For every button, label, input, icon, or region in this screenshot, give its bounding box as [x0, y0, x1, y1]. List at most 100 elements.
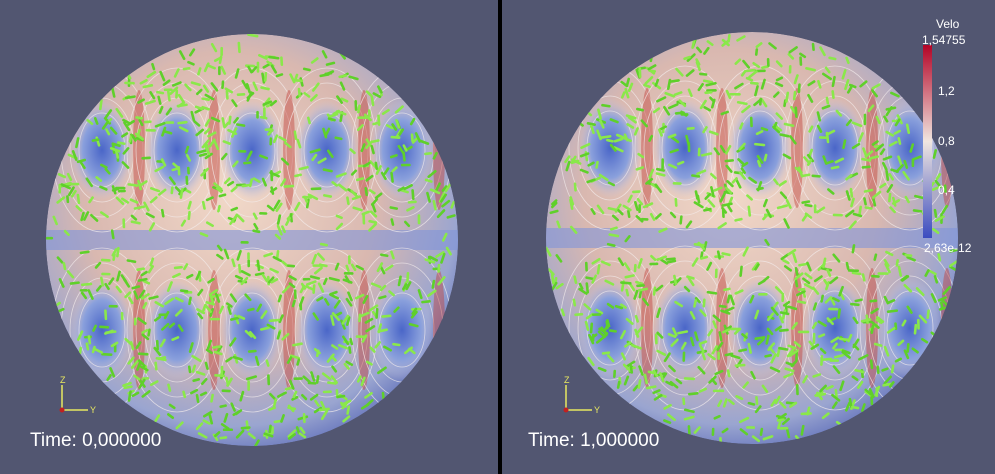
glyph-arrow — [813, 44, 814, 50]
glyph-arrow — [823, 359, 831, 360]
glyph-arrow — [852, 407, 858, 408]
glyph-arrow — [700, 74, 706, 75]
glyph-arrow — [741, 267, 742, 276]
glyph-arrow — [756, 397, 757, 404]
glyph-arrow — [372, 146, 374, 153]
glyph-arrow — [778, 420, 783, 421]
glyph-arrow — [304, 69, 309, 70]
glyph-arrow — [621, 283, 630, 284]
glyph-arrow — [832, 167, 838, 168]
glyph-arrow — [847, 58, 849, 63]
glyph-arrow — [802, 413, 811, 414]
glyph-arrow — [875, 255, 876, 260]
glyph-arrow — [139, 354, 147, 355]
glyph-arrow — [291, 214, 292, 221]
glyph-arrow — [203, 99, 209, 100]
glyph-arrow — [221, 406, 226, 407]
glyph-arrow — [277, 74, 282, 76]
glyph-arrow — [178, 105, 187, 106]
glyph-arrow — [847, 263, 848, 269]
glyph-arrow — [144, 85, 152, 87]
axis-label: Y — [594, 405, 600, 415]
glyph-arrow — [347, 198, 348, 204]
glyph-arrow — [749, 403, 754, 404]
equator-band — [42, 230, 462, 250]
glyph-arrow — [184, 68, 189, 69]
glyph-arrow — [870, 157, 877, 159]
glyph-arrow — [678, 162, 683, 164]
glyph-arrow — [297, 428, 299, 433]
glyph-arrow — [129, 392, 131, 401]
glyph-arrow — [179, 122, 187, 123]
glyph-arrow — [189, 298, 190, 304]
glyph-arrow — [391, 155, 396, 157]
glyph-arrow — [131, 342, 133, 349]
glyph-arrow — [351, 339, 352, 344]
glyph-arrow — [213, 347, 219, 348]
glyph-arrow — [286, 388, 292, 390]
glyph-arrow — [687, 277, 693, 279]
glyph-arrow — [434, 201, 436, 209]
glyph-arrow — [654, 288, 655, 295]
glyph-arrow — [818, 113, 820, 121]
glyph-arrow — [695, 244, 703, 245]
glyph-arrow — [934, 150, 936, 157]
glyph-arrow — [755, 144, 764, 145]
glyph-arrow — [692, 176, 699, 177]
vortex-cell — [220, 280, 284, 380]
glyph-arrow — [181, 189, 182, 197]
glyph-arrow — [575, 277, 576, 283]
glyph-arrow — [762, 128, 767, 130]
glyph-arrow — [803, 175, 809, 176]
glyph-arrow — [93, 140, 98, 141]
glyph-arrow — [399, 277, 401, 285]
glyph-arrow — [704, 209, 710, 210]
glyph-arrow — [87, 344, 88, 350]
glyph-arrow — [607, 320, 609, 326]
glyph-arrow — [935, 276, 937, 282]
glyph-arrow — [588, 123, 595, 124]
glyph-arrow — [736, 365, 744, 366]
glyph-arrow — [552, 275, 553, 283]
glyph-arrow — [272, 188, 273, 194]
glyph-arrow — [856, 370, 864, 372]
glyph-arrow — [888, 311, 897, 312]
glyph-arrow — [574, 300, 575, 305]
glyph-arrow — [576, 314, 582, 315]
glyph-arrow — [610, 331, 615, 332]
glyph-arrow — [321, 244, 327, 245]
glyph-arrow — [631, 366, 632, 372]
glyph-arrow — [678, 332, 686, 334]
color-bar-label: 1,54755 — [922, 33, 966, 47]
glyph-arrow — [668, 261, 675, 262]
glyph-arrow — [833, 77, 835, 86]
glyph-arrow — [139, 279, 147, 281]
glyph-arrow — [270, 426, 271, 432]
glyph-arrow — [689, 426, 690, 434]
glyph-arrow — [893, 198, 895, 205]
glyph-arrow — [728, 371, 729, 377]
glyph-arrow — [628, 211, 629, 216]
glyph-arrow — [610, 235, 618, 236]
glyph-arrow — [200, 154, 206, 156]
glyph-arrow — [157, 92, 162, 93]
glyph-arrow — [211, 395, 212, 401]
glyph-arrow — [636, 316, 638, 321]
glyph-arrow — [157, 358, 166, 360]
glyph-arrow — [198, 68, 200, 74]
glyph-arrow — [372, 140, 378, 141]
glyph-arrow — [762, 66, 767, 67]
glyph-arrow — [928, 311, 929, 318]
glyph-arrow — [293, 344, 301, 346]
glyph-arrow — [275, 421, 281, 422]
glyph-arrow — [718, 252, 719, 259]
time-label: Time: 1,000000 — [528, 430, 659, 451]
glyph-arrow — [295, 175, 300, 176]
glyph-arrow — [298, 360, 299, 365]
glyph-arrow — [806, 205, 812, 206]
glyph-arrow — [159, 97, 161, 104]
color-bar — [923, 45, 932, 238]
glyph-arrow — [644, 85, 649, 87]
axis-label: Z — [564, 375, 570, 385]
glyph-arrow — [796, 268, 797, 275]
